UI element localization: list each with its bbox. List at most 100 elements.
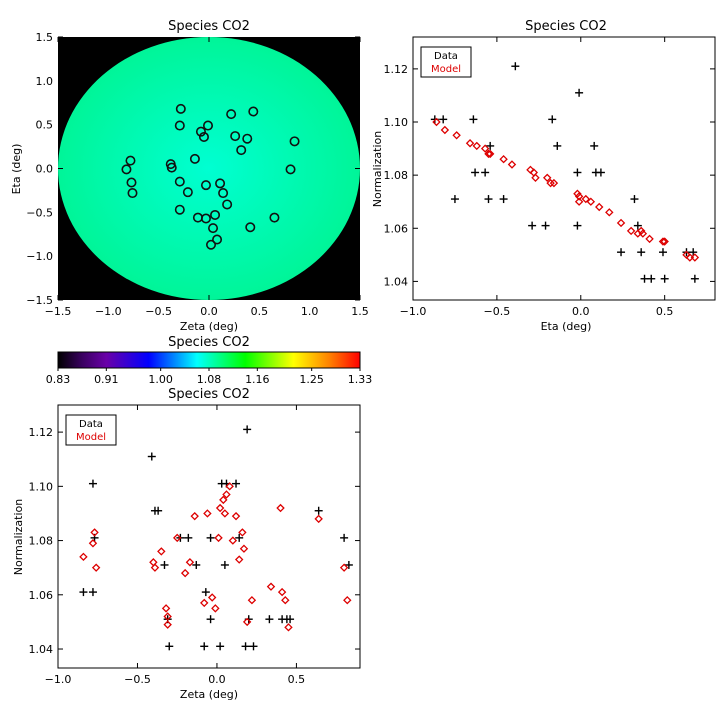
map-point bbox=[226, 109, 237, 120]
zeta-model-point bbox=[281, 595, 290, 605]
eta-model-point bbox=[586, 197, 596, 206]
eta-title: Species CO2 bbox=[525, 19, 607, 34]
map-point bbox=[189, 153, 200, 164]
map-point bbox=[174, 120, 185, 131]
zeta-model-point bbox=[88, 539, 98, 548]
map-point bbox=[125, 155, 136, 166]
eta-legend-model: Model bbox=[431, 64, 461, 75]
eta-model-point bbox=[605, 208, 614, 217]
map-point bbox=[121, 164, 132, 175]
eta-model-point bbox=[616, 218, 626, 228]
eta-model-point bbox=[499, 154, 508, 164]
map-point bbox=[218, 188, 229, 199]
eta-ylabel: Normalization bbox=[371, 131, 384, 207]
zeta-model-point bbox=[234, 555, 244, 564]
map-point bbox=[210, 209, 221, 220]
map-point bbox=[175, 103, 186, 114]
eta-xtick-label: 0.0 bbox=[572, 305, 590, 318]
zeta-model-point bbox=[225, 482, 234, 491]
map-xtick-label: 0.0 bbox=[200, 305, 218, 318]
zeta-xtick-label: −0.5 bbox=[124, 673, 151, 686]
colorbar-tick-label: 0.91 bbox=[94, 373, 119, 386]
zeta-model-point bbox=[90, 528, 99, 537]
eta-model-point bbox=[531, 173, 540, 183]
zeta-model-point bbox=[238, 528, 247, 537]
zeta-xlabel: Zeta (deg) bbox=[180, 688, 238, 701]
colorbar-tick-label: 1.33 bbox=[348, 373, 373, 386]
map-point bbox=[182, 187, 193, 198]
zeta-model-point bbox=[276, 503, 285, 513]
zeta-legend-model: Model bbox=[76, 432, 106, 443]
eta-model-point bbox=[432, 117, 441, 127]
zeta-model-point bbox=[266, 582, 276, 591]
colorbar-tick-label: 0.83 bbox=[46, 373, 71, 386]
map-point bbox=[285, 164, 296, 175]
zeta-ytick-label: 1.06 bbox=[29, 589, 54, 602]
zeta-model-point bbox=[211, 604, 220, 613]
eta-model-point bbox=[658, 237, 668, 246]
zeta-ytick-label: 1.04 bbox=[29, 643, 54, 656]
zeta-model-point bbox=[231, 511, 241, 521]
colorbar-tick-label: 1.00 bbox=[148, 373, 173, 386]
zeta-model-point bbox=[277, 587, 287, 597]
zeta-panel: Species CO2 −1.0 −0.5 0.0 0.5 1.04 1.06 1.08 1… bbox=[12, 387, 361, 701]
zeta-ytick-label: 1.12 bbox=[29, 426, 54, 439]
zeta-xtick-label: −1.0 bbox=[45, 673, 72, 686]
eta-model-point bbox=[546, 178, 555, 188]
eta-xtick-label: 0.5 bbox=[656, 305, 674, 318]
map-point bbox=[245, 222, 256, 233]
map-point bbox=[289, 136, 300, 147]
zeta-model-point bbox=[247, 595, 257, 605]
eta-model-point bbox=[480, 144, 490, 153]
zeta-legend-data: Data bbox=[79, 419, 103, 430]
eta-ytick-label: 1.12 bbox=[384, 63, 409, 76]
zeta-model-point bbox=[157, 547, 166, 556]
map-point bbox=[242, 133, 253, 144]
map-panel: Species CO2 −1.5 −1.0 −0.5 0.0 0.5 1.0 1.5 −1.… bbox=[10, 19, 369, 333]
colorbar-tick-label: 1.08 bbox=[197, 373, 222, 386]
zeta-model-point bbox=[239, 544, 249, 553]
eta-model-point bbox=[549, 178, 559, 188]
colorbar-tick-label: 1.25 bbox=[299, 373, 324, 386]
map-xtick-label: 1.0 bbox=[301, 305, 319, 318]
zeta-model-point bbox=[207, 593, 217, 602]
zeta-ytick-label: 1.08 bbox=[29, 535, 54, 548]
map-point bbox=[212, 234, 223, 245]
map-ytick-label: 0.0 bbox=[36, 163, 54, 176]
map-point bbox=[222, 199, 233, 210]
map-xtick-label: −1.0 bbox=[95, 305, 122, 318]
eta-model-point bbox=[484, 149, 493, 159]
eta-model-point bbox=[507, 160, 517, 169]
map-point bbox=[269, 212, 280, 223]
zeta-ylabel: Normalization bbox=[12, 499, 25, 575]
eta-model-point bbox=[626, 226, 636, 236]
eta-panel: Species CO2 −1.0 −0.5 0.0 0.5 1.04 1.06 1.08 1… bbox=[371, 19, 716, 333]
map-ytick-label: 1.0 bbox=[36, 75, 54, 88]
eta-model-point bbox=[465, 139, 475, 148]
map-ytick-label: 1.5 bbox=[36, 31, 54, 44]
map-point bbox=[248, 106, 259, 117]
zeta-frame bbox=[57, 404, 361, 669]
zeta-model-point bbox=[203, 509, 212, 518]
zeta-model-point bbox=[161, 604, 171, 613]
zeta-model-point bbox=[242, 617, 252, 627]
map-point bbox=[206, 239, 217, 250]
colorbar-tick-label: 1.16 bbox=[245, 373, 270, 386]
eta-model-point bbox=[638, 229, 648, 238]
eta-ytick-label: 1.10 bbox=[384, 116, 409, 129]
eta-model-point bbox=[573, 189, 582, 198]
zeta-model-point bbox=[185, 558, 195, 567]
zeta-model-point bbox=[228, 536, 238, 545]
eta-model-point bbox=[543, 173, 552, 183]
map-point bbox=[127, 188, 138, 199]
zeta-model-point bbox=[219, 495, 228, 505]
eta-model-point bbox=[645, 234, 654, 244]
map-point bbox=[208, 223, 219, 234]
zeta-model-point bbox=[339, 563, 349, 572]
map-point bbox=[174, 204, 185, 215]
map-point bbox=[126, 177, 137, 188]
map-point bbox=[230, 131, 241, 142]
map-ylabel: Eta (deg) bbox=[10, 144, 23, 195]
map-xtick-label: 0.5 bbox=[251, 305, 269, 318]
